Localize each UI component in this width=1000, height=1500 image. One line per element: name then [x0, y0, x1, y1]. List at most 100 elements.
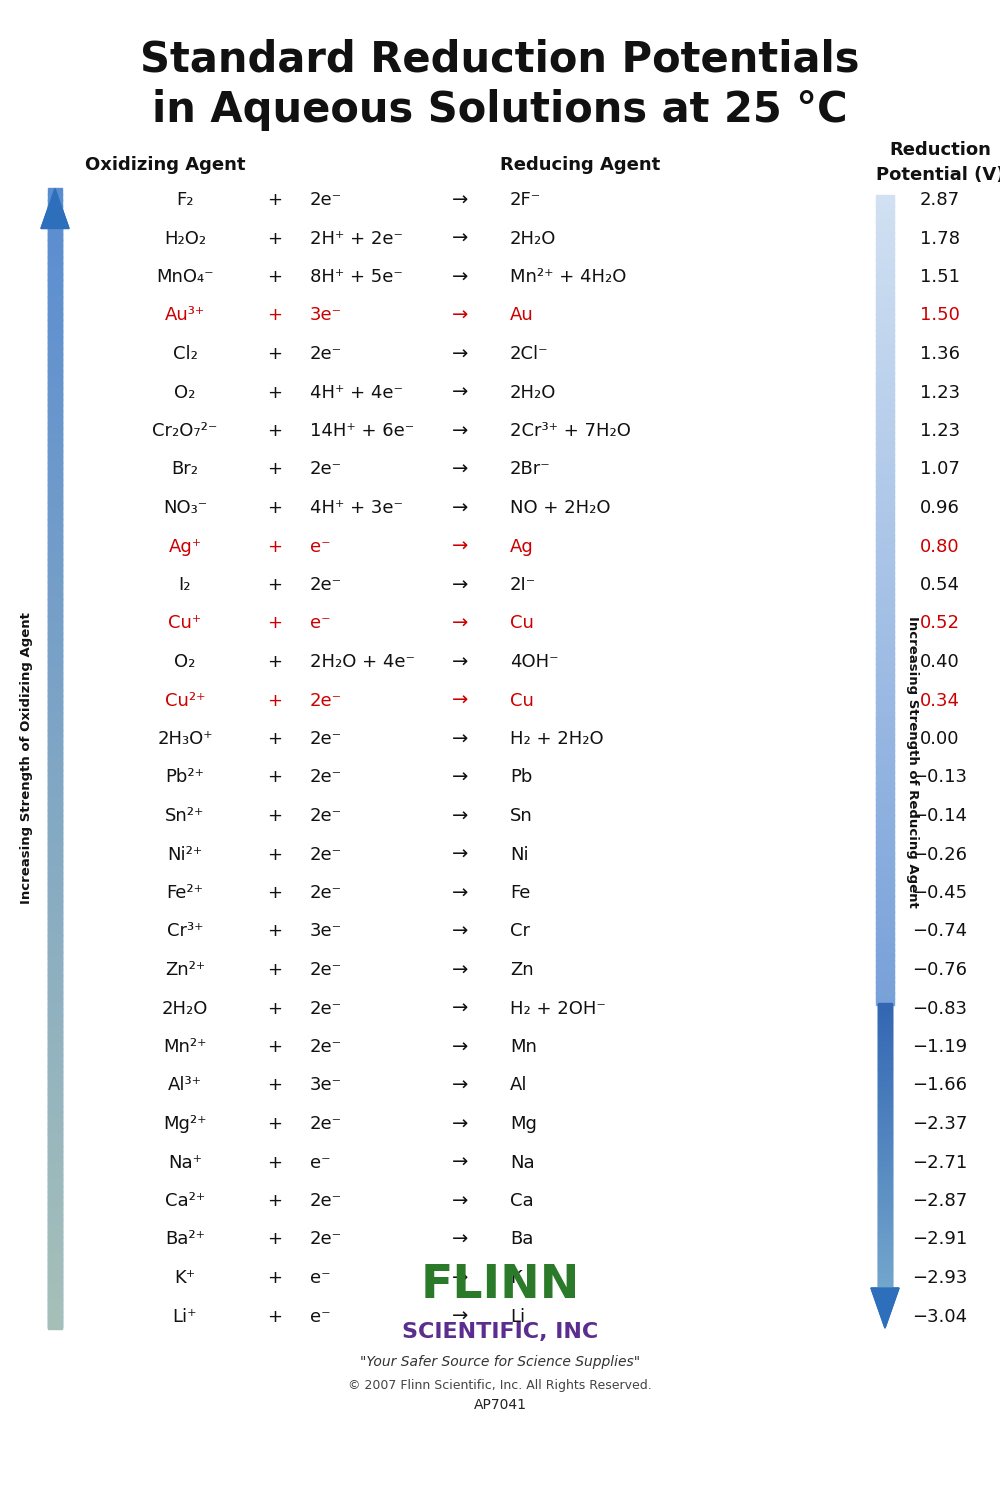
Bar — [48, 1185, 62, 1192]
Text: +: + — [268, 922, 283, 940]
Bar — [876, 544, 894, 552]
Bar — [48, 586, 62, 594]
Bar — [48, 912, 62, 920]
Bar — [876, 513, 894, 519]
Bar — [48, 1065, 62, 1072]
Bar — [878, 1098, 892, 1101]
Text: +: + — [268, 730, 283, 748]
Bar — [48, 644, 62, 651]
Text: Cu⁺: Cu⁺ — [168, 615, 202, 633]
Bar — [876, 286, 894, 292]
Bar — [878, 1090, 892, 1092]
Bar — [878, 1146, 892, 1149]
Text: Pb: Pb — [510, 768, 532, 786]
Bar — [878, 1101, 892, 1104]
Bar — [878, 1192, 892, 1196]
Bar — [48, 285, 62, 292]
Text: −0.74: −0.74 — [912, 922, 968, 940]
Bar — [48, 1162, 62, 1170]
Bar — [878, 1167, 892, 1170]
Text: 1.07: 1.07 — [920, 460, 960, 478]
Bar — [876, 873, 894, 880]
Bar — [878, 1280, 892, 1282]
Bar — [876, 222, 894, 228]
Text: "Your Safer Source for Science Supplies": "Your Safer Source for Science Supplies" — [360, 1354, 640, 1370]
Bar — [878, 1150, 892, 1154]
Bar — [878, 1068, 892, 1071]
Bar — [878, 1209, 892, 1212]
Bar — [48, 548, 62, 554]
Bar — [878, 1113, 892, 1116]
Bar — [878, 1004, 892, 1288]
Bar — [878, 1076, 892, 1078]
Bar — [48, 764, 62, 771]
Text: →: → — [452, 614, 468, 633]
Bar — [878, 1182, 892, 1185]
Bar — [48, 849, 62, 856]
Bar — [48, 456, 62, 464]
Bar — [876, 744, 894, 752]
Bar — [48, 291, 62, 297]
Bar — [878, 1116, 892, 1119]
Text: Mn²⁺ + 4H₂O: Mn²⁺ + 4H₂O — [510, 268, 626, 286]
Bar — [878, 1202, 892, 1204]
Text: →: → — [452, 1154, 468, 1172]
Bar — [876, 754, 894, 762]
Text: Increasing Strength of Reducing Agent: Increasing Strength of Reducing Agent — [906, 615, 920, 908]
Bar — [878, 1106, 892, 1108]
Bar — [48, 472, 62, 480]
Bar — [876, 453, 894, 460]
Bar — [876, 496, 894, 502]
Bar — [878, 1228, 892, 1232]
Bar — [878, 1056, 892, 1059]
Text: O₂: O₂ — [174, 384, 196, 402]
Bar — [878, 1168, 892, 1172]
Bar — [878, 1014, 892, 1017]
Bar — [876, 609, 894, 616]
Bar — [876, 448, 894, 454]
Bar — [876, 534, 894, 542]
Bar — [876, 658, 894, 664]
Bar — [878, 1095, 892, 1098]
Bar — [48, 662, 62, 668]
Bar — [48, 238, 62, 246]
Bar — [878, 1236, 892, 1239]
Bar — [48, 336, 62, 344]
Bar — [878, 1272, 892, 1275]
Text: 2e⁻: 2e⁻ — [310, 846, 342, 864]
Text: +: + — [268, 384, 283, 402]
Bar — [48, 1140, 62, 1146]
Bar — [48, 1322, 62, 1329]
Bar — [48, 666, 62, 674]
Text: Cu: Cu — [510, 692, 534, 709]
Text: −2.87: −2.87 — [912, 1192, 968, 1210]
Text: →: → — [452, 807, 468, 825]
Bar — [878, 1096, 892, 1100]
Text: →: → — [452, 1230, 468, 1250]
Bar — [878, 1008, 892, 1011]
Text: Ag: Ag — [510, 537, 534, 555]
Bar — [876, 501, 894, 509]
Bar — [878, 1122, 892, 1125]
Bar — [48, 478, 62, 486]
Text: +: + — [268, 1230, 283, 1248]
Bar — [878, 1024, 892, 1028]
Bar — [48, 364, 62, 372]
Bar — [876, 868, 894, 874]
Bar — [876, 686, 894, 692]
Bar — [878, 1035, 892, 1038]
Bar — [48, 951, 62, 958]
Bar — [876, 885, 894, 891]
Bar — [876, 669, 894, 675]
Bar — [876, 232, 894, 238]
Bar — [878, 1206, 892, 1209]
Bar — [878, 1017, 892, 1020]
Text: FLINN: FLINN — [420, 1263, 580, 1308]
Text: e⁻: e⁻ — [310, 1154, 331, 1172]
Text: 2e⁻: 2e⁻ — [310, 1230, 342, 1248]
Text: Cu: Cu — [510, 615, 534, 633]
Text: −0.14: −0.14 — [912, 807, 968, 825]
Bar — [878, 1194, 892, 1197]
Bar — [48, 650, 62, 657]
Bar — [878, 1143, 892, 1146]
